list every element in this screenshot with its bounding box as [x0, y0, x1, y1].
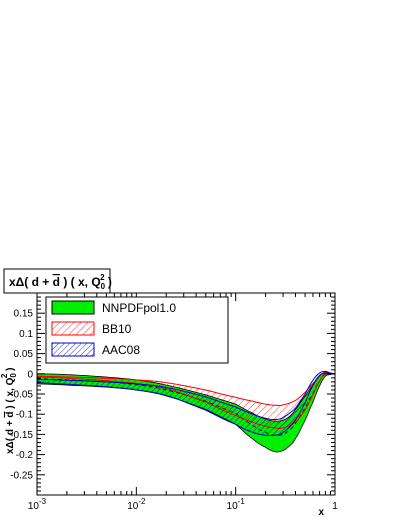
x-tick-label: 10-2 — [127, 497, 146, 512]
legend-swatch — [51, 321, 95, 336]
series-upper-edge — [37, 370, 335, 420]
legend-entry: BB10 — [51, 321, 132, 336]
title-dbar: d — [53, 275, 60, 289]
chart-title: xΔ( d + d ) ( x, Q02 ) — [3, 268, 112, 294]
series-upper-edge — [37, 371, 335, 406]
x-axis: 10-3 10-2 10-1 1 — [28, 293, 338, 512]
x-tick-label: 10-1 — [227, 497, 246, 512]
series-band — [37, 372, 335, 429]
x-tick-label: 10-3 — [28, 497, 47, 512]
y-tick-label: -0.1 — [16, 410, 34, 421]
series-layer — [37, 370, 335, 453]
legend-label: AAC08 — [102, 343, 140, 357]
series-lower-edge — [37, 372, 335, 437]
x-axis-title: x — [318, 507, 324, 518]
series-band — [37, 371, 335, 436]
y-axis-title: xΔ( d + d ) ( x, Q02 ) — [0, 368, 18, 454]
legend-entry: AAC08 — [51, 342, 140, 357]
legend-swatch — [51, 300, 95, 315]
x-tick-label: 1 — [332, 501, 338, 512]
y-tick-label: 0.1 — [19, 329, 33, 340]
y-tick-label: -0.15 — [10, 430, 33, 441]
legend-swatch — [51, 342, 95, 357]
y-tick-label: -0.25 — [10, 470, 33, 481]
legend-label: BB10 — [102, 322, 132, 336]
y-tick-label: -0.2 — [16, 450, 34, 461]
y-tick-label: 0.15 — [14, 309, 34, 320]
legend-entry: NNPDFpol1.0 — [51, 300, 176, 315]
legend-label: NNPDFpol1.0 — [102, 301, 176, 315]
y-tick-label: 0 — [27, 369, 33, 380]
y-axis: -0.25 -0.2 -0.15 -0.1 -0.05 0 0.05 0.1 0.15 — [10, 292, 335, 496]
svg-text:xΔ( d + d ) ( x, Q02 ): xΔ( d + d ) ( x, Q02 ) — [9, 273, 112, 291]
legend: NNPDFpol1.0 BB10 AAC08 — [45, 296, 229, 364]
y-tick-label: 0.05 — [14, 349, 34, 360]
series-aac08 — [37, 370, 335, 437]
y-tick-label: -0.05 — [10, 390, 33, 401]
